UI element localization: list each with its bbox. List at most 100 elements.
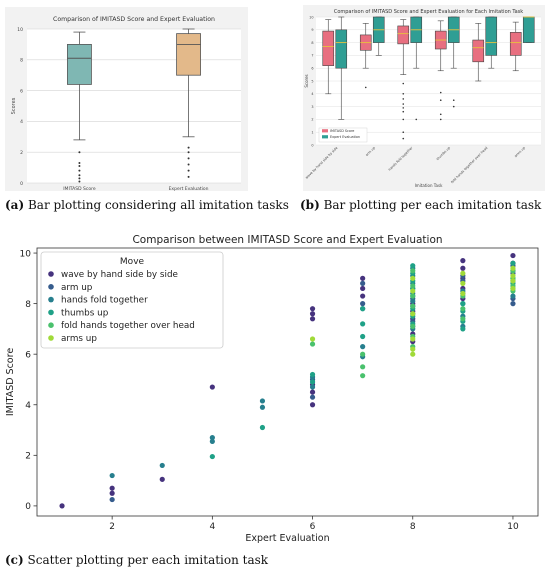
legend-label: arm up	[61, 283, 93, 293]
x-tick-label: 8	[410, 522, 416, 532]
legend-marker	[48, 322, 54, 328]
flier-point	[402, 107, 405, 109]
flier-point	[187, 151, 190, 154]
scatter-point	[410, 275, 416, 281]
y-tick-label: 0	[311, 143, 313, 147]
scatter-point	[510, 278, 516, 284]
y-tick-label: 10	[309, 15, 313, 19]
flier-point	[364, 86, 367, 89]
scatter-point	[209, 384, 215, 390]
scatter-point	[410, 323, 416, 329]
y-tick-label: 10	[17, 27, 23, 33]
flier-point	[402, 103, 405, 105]
y-axis-label: Scores	[304, 74, 309, 87]
caption-a-label: (a)	[5, 198, 25, 212]
flier-point	[439, 113, 442, 116]
x-tick-label: 2	[109, 522, 115, 532]
chart-b-panel: Comparison of IMITASD Score and Expert E…	[303, 5, 545, 191]
scatter-point	[309, 371, 316, 378]
y-tick-label: 4	[20, 119, 23, 125]
scatter-point	[510, 273, 516, 279]
y-tick-label: 10	[20, 249, 32, 259]
flier-point	[439, 91, 442, 94]
x-tick-label: arms up	[514, 146, 526, 158]
x-tick-label: thumbs up	[436, 146, 451, 161]
scatter-point	[410, 298, 416, 304]
legend-label: fold hands together over head	[61, 321, 195, 331]
box	[335, 29, 348, 69]
legend-label: arms up	[61, 334, 97, 344]
scatter-point	[410, 293, 416, 299]
scatter-point	[309, 336, 316, 342]
legend-label: wave by hand side by side	[61, 270, 178, 280]
y-tick-label: 2	[311, 118, 313, 122]
flier-point	[402, 82, 405, 85]
scatter-point	[109, 490, 115, 496]
x-tick-label: hands fold together	[388, 145, 414, 171]
scatter-point	[460, 326, 466, 332]
x-axis-label: Imitation Task	[415, 183, 443, 188]
scatter-point	[309, 394, 316, 400]
scatter-point	[259, 404, 266, 410]
legend-box	[318, 127, 368, 143]
box	[522, 16, 535, 43]
scatter-point	[510, 293, 516, 299]
scatter-point	[410, 346, 416, 352]
y-axis-label: IMITASD Score	[5, 348, 16, 416]
y-axis-label: Scores	[11, 97, 17, 114]
scatter-point	[460, 280, 466, 286]
scatter-point	[309, 311, 316, 317]
legend-box	[40, 251, 224, 349]
caption-c: (c) Scatter plotting per each imitation …	[5, 553, 268, 567]
scatter-point	[360, 344, 366, 350]
scatter-point	[309, 402, 316, 408]
y-tick-label: 8	[311, 41, 313, 45]
scatter-point	[460, 306, 466, 312]
x-tick-label: 10	[507, 522, 519, 532]
chart-b: Comparison of IMITASD Score and Expert E…	[304, 9, 541, 188]
y-tick-label: 2	[25, 452, 31, 462]
scatter-point	[460, 290, 466, 297]
flier-point	[415, 118, 418, 121]
y-tick-label: 6	[25, 350, 31, 360]
y-tick-label: 8	[20, 58, 23, 64]
box	[472, 39, 485, 63]
flier-point	[78, 174, 81, 177]
flier-point	[187, 169, 190, 172]
scatter-point	[410, 283, 416, 289]
scatter-point	[360, 301, 366, 307]
legend-marker	[48, 296, 54, 303]
scatter-point	[109, 485, 115, 491]
y-tick-label: 5	[311, 79, 313, 83]
x-tick-label: 6	[310, 522, 316, 532]
y-tick-label: 0	[20, 181, 23, 187]
y-tick-label: 4	[311, 92, 313, 96]
scatter-point	[309, 341, 316, 347]
scatter-point	[360, 333, 366, 340]
scatter-point	[109, 496, 115, 503]
chart-title: Comparison of IMITASD Score and Expert E…	[334, 9, 523, 15]
scatter-point	[460, 265, 466, 271]
caption-a-text: Bar plotting considering all imitation t…	[27, 198, 289, 212]
scatter-point	[259, 424, 266, 431]
scatter-point	[360, 351, 366, 357]
x-tick-label: fold hands together over head	[450, 146, 488, 184]
flier-point	[402, 131, 405, 133]
scatter-point	[460, 270, 466, 276]
box	[485, 16, 498, 56]
box	[176, 33, 201, 76]
scatter-point	[510, 285, 516, 292]
scatter-point	[360, 321, 366, 327]
scatter-point	[410, 268, 416, 274]
legend-marker	[48, 309, 54, 316]
flier-point	[439, 118, 442, 121]
flier-point	[452, 105, 455, 108]
box	[67, 44, 92, 85]
chart-a-panel: Comparison of IMITASD Score and Expert E…	[5, 7, 248, 191]
flier-point	[439, 99, 442, 101]
scatter-point	[360, 280, 366, 286]
legend-label: hands fold together	[61, 296, 148, 306]
caption-b-text: Bar plotting per each imitation task	[323, 198, 542, 212]
x-tick-label: Expert Evaluation	[169, 186, 209, 191]
flier-point	[187, 146, 190, 149]
